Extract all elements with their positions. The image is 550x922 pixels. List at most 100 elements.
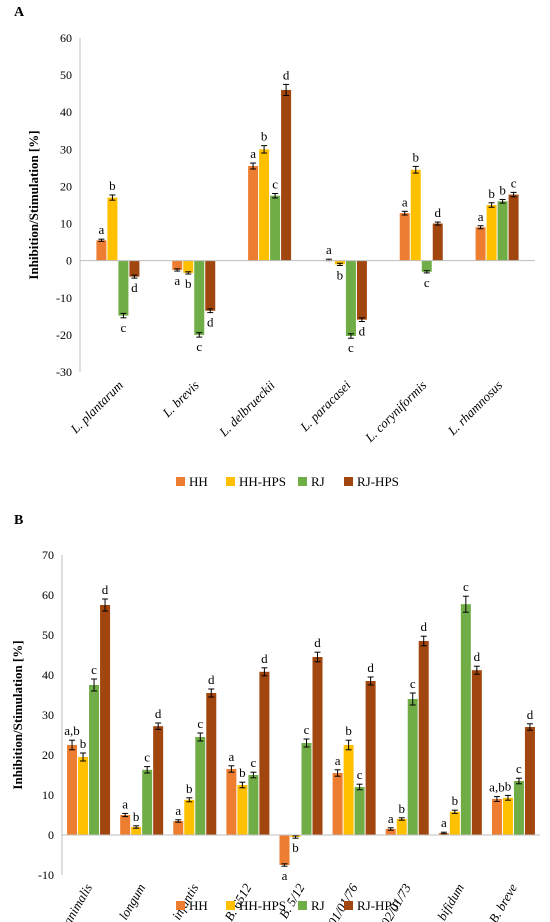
error-bar [120, 312, 127, 319]
bar-rj-hps [281, 89, 292, 261]
error-bar [228, 765, 235, 773]
bar-hh-hps [410, 169, 421, 261]
bar-rj-hps [471, 670, 482, 835]
significance-label: a [282, 868, 288, 883]
error-bar [261, 667, 268, 677]
y-tick-label: 20 [60, 179, 72, 193]
bar-hh [96, 240, 107, 261]
legend-swatch [226, 477, 235, 486]
significance-label: a,b [489, 780, 505, 795]
error-bar [409, 692, 416, 706]
bar-hh [491, 799, 502, 835]
significance-label: a [388, 811, 394, 826]
y-tick-label: 60 [60, 31, 72, 45]
significance-label: d [435, 205, 442, 220]
legend-swatch [298, 477, 307, 486]
y-tick-label: 70 [42, 548, 54, 562]
error-bar [174, 268, 181, 272]
error-bar [186, 797, 193, 803]
legend-swatch [176, 477, 185, 486]
significance-label: b [505, 778, 512, 793]
y-axis-title: Inhibition/Stimulation [%] [10, 640, 25, 789]
significance-label: a [441, 815, 447, 830]
bar-hh [279, 835, 290, 865]
bar-rj-hps [312, 657, 323, 835]
bar-rj-hps [129, 260, 140, 277]
significance-label: d [314, 635, 321, 650]
error-bar [423, 270, 430, 274]
error-bar [356, 783, 363, 791]
bar-rj [354, 787, 365, 835]
bar-hh [67, 745, 78, 835]
bar-rj [195, 737, 206, 835]
legend-swatch [344, 901, 353, 910]
error-bar [122, 812, 129, 818]
bar-rj-hps [206, 693, 217, 835]
significance-label: d [283, 67, 290, 82]
significance-label: a [99, 222, 105, 237]
error-bar [102, 598, 109, 612]
error-bar [477, 225, 484, 230]
significance-label: b [80, 736, 87, 751]
error-bar [185, 271, 192, 275]
significance-label: c [511, 175, 517, 190]
significance-label: a [326, 242, 332, 257]
error-bar [515, 777, 522, 785]
x-category-label: L. delbrueckii [215, 377, 278, 440]
error-bar [499, 198, 506, 204]
error-bar [98, 238, 105, 242]
legend-label: RJ [311, 474, 325, 489]
legend-label: RJ [311, 898, 325, 913]
significance-label: b [398, 801, 405, 816]
error-bar [398, 817, 405, 821]
error-bar [133, 825, 140, 829]
significance-label: c [410, 676, 416, 691]
bar-rj [248, 775, 259, 835]
bar-hh-hps [237, 785, 248, 835]
x-category-label: L. paracasei [296, 377, 354, 435]
legend-item-hh: HH [176, 474, 208, 489]
bar-hh-hps [502, 797, 513, 835]
y-tick-label: 50 [60, 68, 72, 82]
error-bar [272, 192, 279, 199]
bar-hh [248, 166, 259, 261]
y-tick-label: 40 [42, 668, 54, 682]
error-bar [131, 274, 138, 279]
error-bar [345, 739, 352, 751]
error-bar [292, 835, 299, 839]
error-bar [336, 262, 343, 266]
bar-rj [513, 781, 524, 835]
bar-rj [301, 743, 312, 835]
significance-label: b [452, 793, 459, 808]
bar-rj-hps [356, 260, 367, 320]
y-tick-label: -10 [38, 868, 54, 882]
error-bar [91, 678, 98, 692]
y-tick-label: 0 [66, 254, 72, 268]
bar-hh [385, 829, 396, 835]
error-bar [420, 635, 427, 647]
y-tick-label: 20 [42, 748, 54, 762]
error-bar [504, 794, 511, 801]
bar-hh [332, 773, 343, 835]
x-category-label: L. rhamnosus [444, 378, 505, 439]
bar-rj-hps [508, 194, 519, 261]
error-bar [387, 827, 394, 831]
significance-label: d [474, 649, 481, 664]
bar-hh-hps [396, 819, 407, 835]
significance-label: b [133, 809, 140, 824]
significance-label: d [102, 582, 109, 597]
panel-label: B [14, 513, 23, 528]
error-bar [488, 202, 495, 208]
error-bar [451, 809, 458, 814]
significance-label: c [424, 275, 430, 290]
significance-label: c [348, 340, 354, 355]
error-bar [250, 771, 257, 779]
bar-rj [345, 260, 356, 337]
significance-label: a [250, 146, 256, 161]
legend-label: RJ-HPS [357, 898, 399, 913]
bar-hh-hps [131, 827, 142, 835]
significance-label: b [239, 765, 246, 780]
bar-rj [497, 201, 508, 261]
error-bar [367, 676, 374, 686]
